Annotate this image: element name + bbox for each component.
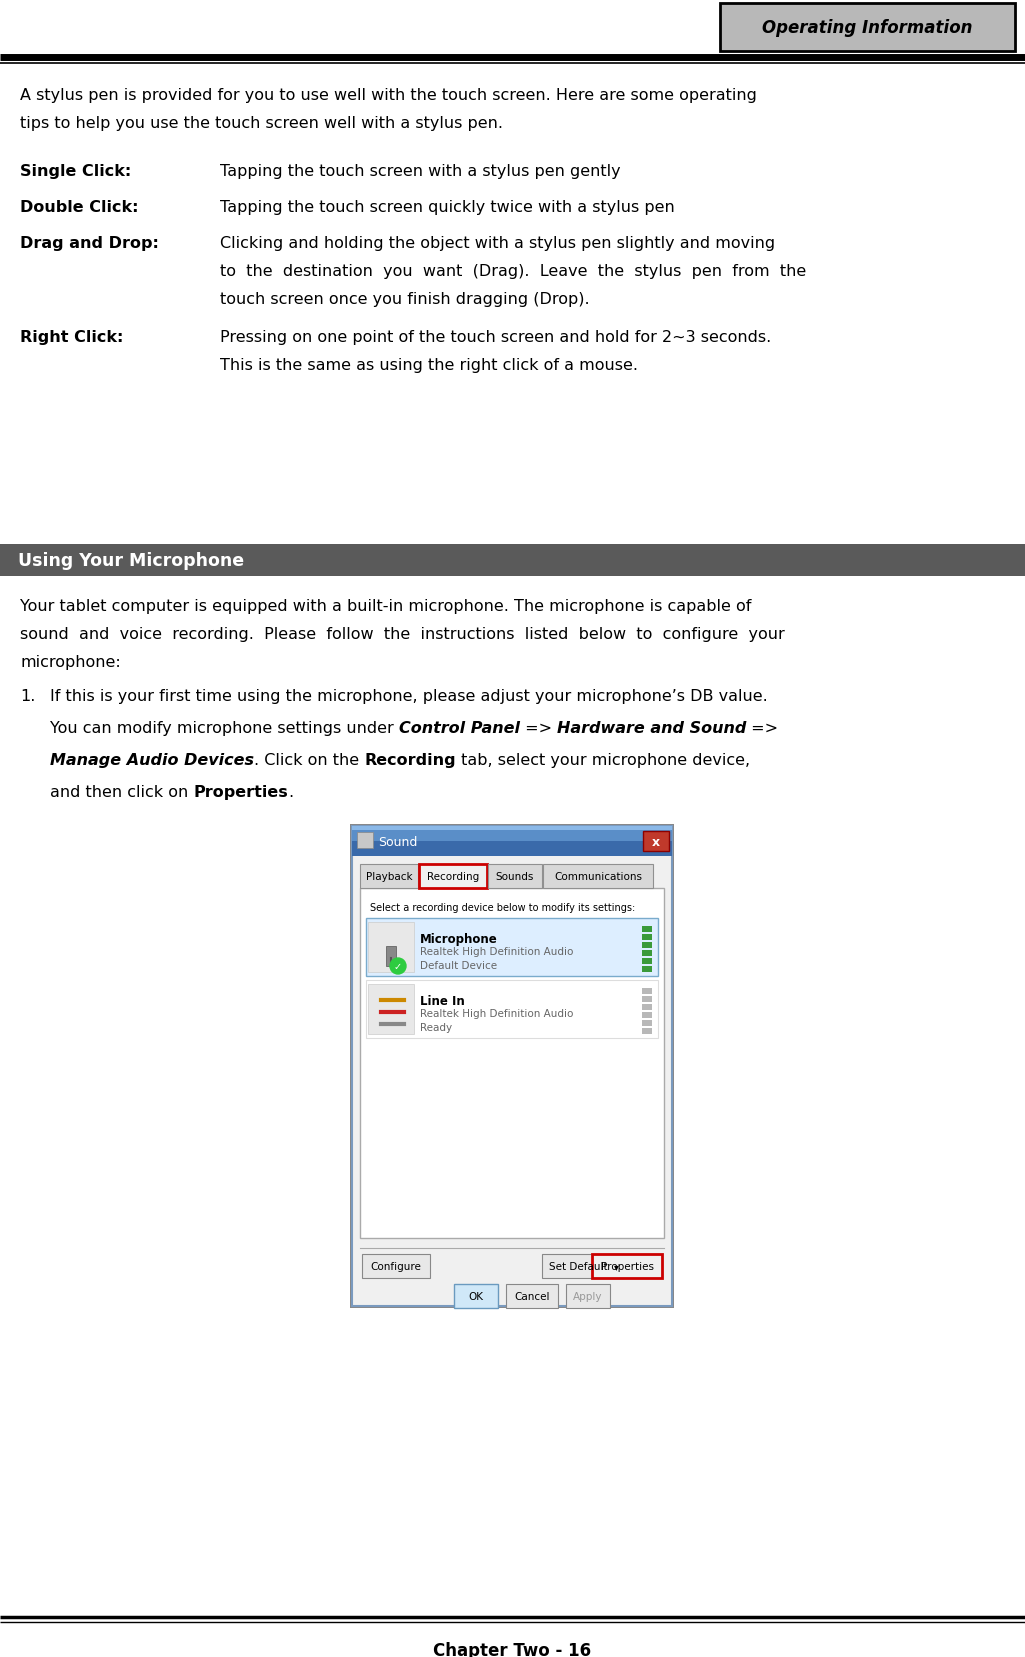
Bar (350, 825, 674, 1309)
Text: and then click on: and then click on (50, 784, 194, 800)
Text: .: . (288, 784, 293, 800)
Bar (366, 981, 658, 1039)
Text: Communications: Communications (554, 872, 642, 882)
Text: x: x (652, 835, 660, 848)
Text: Control Panel: Control Panel (399, 721, 520, 736)
Text: Tapping the touch screen with a stylus pen gently: Tapping the touch screen with a stylus p… (220, 164, 620, 179)
Bar (642, 926, 652, 933)
Text: Properties: Properties (194, 784, 288, 800)
Bar (368, 923, 414, 973)
Text: touch screen once you finish dragging (Drop).: touch screen once you finish dragging (D… (220, 292, 589, 307)
Text: microphone:: microphone: (20, 655, 121, 669)
Bar (506, 1284, 558, 1309)
Bar (642, 1029, 652, 1034)
Text: Configure: Configure (371, 1261, 421, 1271)
Bar (643, 832, 669, 852)
Text: Set Default: Set Default (548, 1261, 607, 1271)
Bar (642, 1021, 652, 1026)
Text: OK: OK (468, 1291, 484, 1301)
Text: Right Click:: Right Click: (20, 330, 123, 345)
Bar (642, 943, 652, 948)
Bar (352, 827, 672, 830)
Bar (0, 545, 1025, 577)
Text: Using Your Microphone: Using Your Microphone (12, 552, 244, 570)
Bar (566, 1284, 610, 1309)
Bar (386, 946, 396, 966)
Text: sound  and  voice  recording.  Please  follow  the  instructions  listed  below : sound and voice recording. Please follow… (20, 626, 785, 641)
Bar (608, 1254, 624, 1278)
Text: Recording: Recording (364, 752, 456, 767)
Text: Chapter Two - 16: Chapter Two - 16 (434, 1640, 591, 1657)
Bar (642, 951, 652, 956)
Text: Ready: Ready (420, 1022, 452, 1032)
Bar (642, 958, 652, 964)
Text: Manage Audio Devices: Manage Audio Devices (50, 752, 254, 767)
Text: Sound: Sound (378, 835, 417, 848)
Text: tips to help you use the touch screen well with a stylus pen.: tips to help you use the touch screen we… (20, 116, 503, 131)
Text: ✓: ✓ (394, 961, 402, 971)
Text: . Click on the: . Click on the (254, 752, 364, 767)
Text: Your tablet computer is equipped with a built-in microphone. The microphone is c: Your tablet computer is equipped with a … (20, 598, 751, 613)
Bar (720, 3, 1015, 51)
Bar (357, 832, 373, 848)
Bar (454, 1284, 498, 1309)
Text: Realtek High Definition Audio: Realtek High Definition Audio (420, 1009, 573, 1019)
Text: Tapping the touch screen quickly twice with a stylus pen: Tapping the touch screen quickly twice w… (220, 200, 674, 215)
Bar (542, 1254, 624, 1278)
Bar (362, 1254, 430, 1278)
Text: ▾: ▾ (614, 1261, 618, 1271)
Text: Properties: Properties (601, 1261, 654, 1271)
Bar (368, 984, 414, 1034)
Text: =>: => (746, 721, 779, 736)
Text: Line In: Line In (420, 994, 464, 1007)
Text: Drag and Drop:: Drag and Drop: (20, 235, 159, 250)
Text: This is the same as using the right click of a mouse.: This is the same as using the right clic… (220, 358, 638, 373)
Text: Hardware and Sound: Hardware and Sound (558, 721, 746, 736)
Bar (642, 1004, 652, 1011)
Bar (488, 865, 542, 888)
Bar (352, 827, 672, 1306)
Bar (360, 865, 418, 888)
Bar (352, 827, 672, 857)
Text: Recording: Recording (426, 872, 479, 882)
Text: Sounds: Sounds (496, 872, 534, 882)
Bar (642, 1012, 652, 1019)
Text: =>: => (520, 721, 558, 736)
Circle shape (390, 958, 406, 974)
Bar (592, 1254, 662, 1278)
Text: Operating Information: Operating Information (763, 18, 973, 36)
Text: Cancel: Cancel (515, 1291, 549, 1301)
Text: You can modify microphone settings under: You can modify microphone settings under (50, 721, 399, 736)
Text: Pressing on one point of the touch screen and hold for 2~3 seconds.: Pressing on one point of the touch scree… (220, 330, 771, 345)
Text: Default Device: Default Device (420, 961, 497, 971)
Bar (366, 918, 658, 976)
Text: to  the  destination  you  want  (Drag).  Leave  the  stylus  pen  from  the: to the destination you want (Drag). Leav… (220, 263, 807, 278)
Text: Clicking and holding the object with a stylus pen slightly and moving: Clicking and holding the object with a s… (220, 235, 775, 250)
Text: Playback: Playback (366, 872, 412, 882)
Text: A stylus pen is provided for you to use well with the touch screen. Here are som: A stylus pen is provided for you to use … (20, 88, 756, 103)
Text: tab, select your microphone device,: tab, select your microphone device, (456, 752, 750, 767)
Bar (360, 888, 664, 1238)
Bar (419, 865, 487, 888)
Text: Single Click:: Single Click: (20, 164, 131, 179)
Bar (642, 989, 652, 994)
Text: Realtek High Definition Audio: Realtek High Definition Audio (420, 946, 573, 956)
Text: Microphone: Microphone (420, 933, 498, 946)
Text: Apply: Apply (573, 1291, 603, 1301)
Text: Select a recording device below to modify its settings:: Select a recording device below to modif… (370, 903, 636, 913)
Text: Double Click:: Double Click: (20, 200, 138, 215)
Bar (543, 865, 653, 888)
Text: 1.: 1. (20, 689, 36, 704)
Bar (642, 996, 652, 1002)
Bar (642, 935, 652, 941)
Bar (352, 842, 672, 857)
Text: If this is your first time using the microphone, please adjust your microphone’s: If this is your first time using the mic… (50, 689, 768, 704)
Bar (642, 966, 652, 973)
